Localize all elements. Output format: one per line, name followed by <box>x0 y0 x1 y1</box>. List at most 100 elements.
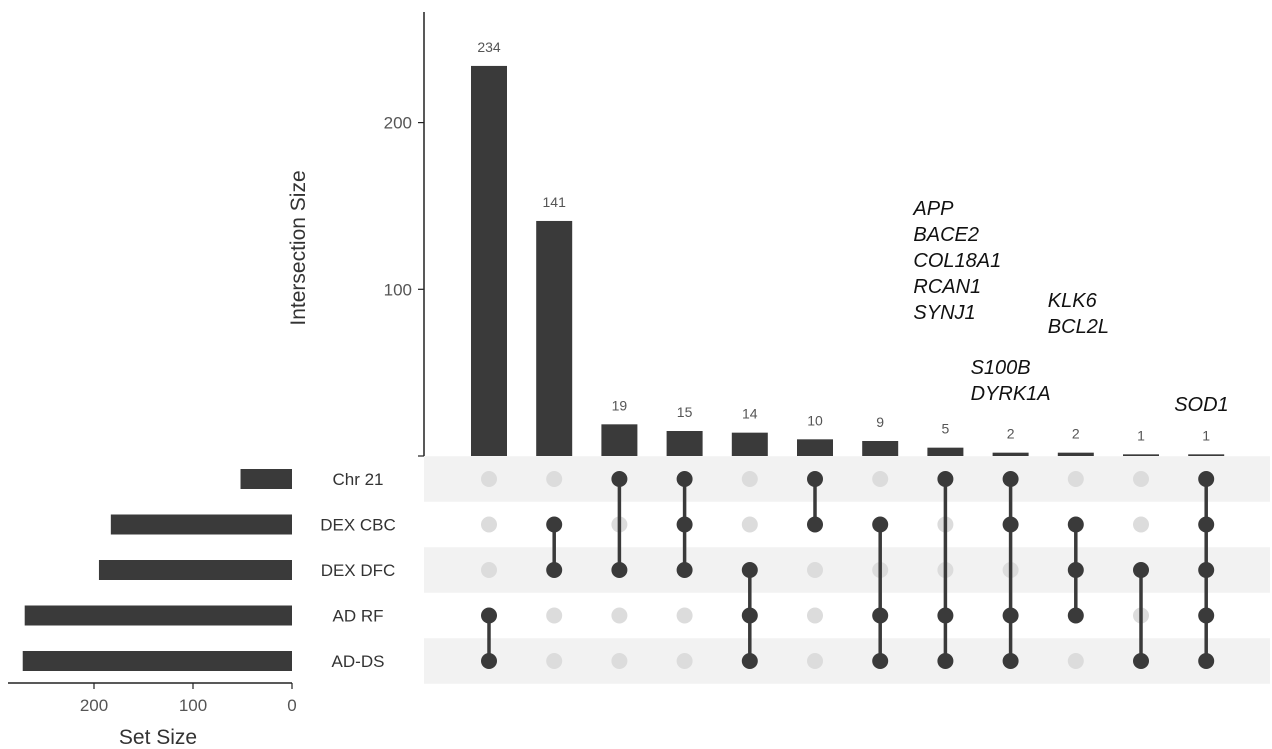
matrix-dot-inactive <box>1133 471 1149 487</box>
intersection-bar-label: 15 <box>677 404 693 420</box>
gene-annotation-label: S100B <box>971 357 1031 379</box>
matrix-stripe <box>424 456 1270 502</box>
gene-annotation-label: KLK6 <box>1048 290 1098 312</box>
gene-annotation-label: APP <box>912 198 954 220</box>
matrix-dot-inactive <box>611 607 628 624</box>
intersection-bar-label: 2 <box>1072 426 1080 442</box>
matrix-dot-active <box>546 562 563 578</box>
intersection-bar <box>601 424 638 456</box>
matrix-dot-active <box>611 471 628 487</box>
gene-annotation-label: BCL2L <box>1048 316 1109 338</box>
matrix-dot-inactive <box>546 653 563 669</box>
matrix-dot-active <box>741 607 758 624</box>
intersection-bar-label: 10 <box>807 412 823 428</box>
matrix-dot-active <box>937 653 954 669</box>
intersection-bar <box>1057 452 1094 456</box>
matrix-dot-active <box>1198 607 1215 624</box>
matrix-dot-inactive <box>807 562 823 578</box>
matrix-dot-active <box>741 653 758 669</box>
matrix-dot-inactive <box>676 607 693 624</box>
set-labels: Chr 21 DEX CBC DEX DFC AD RF AD-DS <box>320 470 396 671</box>
matrix-dot-active <box>1067 516 1084 533</box>
intersection-bar <box>1123 454 1159 456</box>
matrix-row-stripes <box>424 456 1270 684</box>
matrix-dot-active <box>1198 653 1215 669</box>
matrix-dot-inactive <box>481 516 497 533</box>
matrix-dot-active <box>676 562 693 578</box>
intersection-bar <box>666 430 703 456</box>
set-label: AD-DS <box>332 652 385 671</box>
matrix-dot-active <box>546 516 563 533</box>
intersection-bar-label: 9 <box>876 414 884 430</box>
gene-annotation-label: SYNJ1 <box>913 302 975 324</box>
matrix-dot-inactive <box>1067 653 1084 669</box>
matrix-dot-active <box>807 516 823 533</box>
set-size-bar <box>240 469 292 489</box>
matrix-dot-active <box>1133 562 1149 578</box>
matrix-dot-inactive <box>741 516 758 533</box>
matrix-dot-active <box>1198 562 1215 578</box>
intersection-bar-label: 1 <box>1137 427 1145 443</box>
matrix-dot-active <box>872 653 889 669</box>
set-size-bar <box>22 651 292 671</box>
matrix-dot-inactive <box>481 562 497 578</box>
gene-annotation-label: COL18A1 <box>913 250 1001 272</box>
y-axis-title: Intersection Size <box>287 170 310 325</box>
set-label: DEX CBC <box>320 516 396 535</box>
set-label: Chr 21 <box>332 470 383 489</box>
matrix-dot-active <box>676 516 693 533</box>
matrix-dot-active <box>481 653 497 669</box>
matrix-dot-inactive <box>872 471 889 487</box>
matrix-dot-inactive <box>807 607 823 624</box>
intersection-bar <box>927 447 964 456</box>
matrix-dot-active <box>872 516 889 533</box>
matrix-dot-inactive <box>1133 516 1149 533</box>
matrix-dot-inactive <box>481 471 497 487</box>
x-axis-tick-label: 200 <box>80 696 108 715</box>
matrix-dot-active <box>676 471 693 487</box>
intersection-bar-label: 14 <box>742 406 758 422</box>
intersection-bar-label: 5 <box>942 421 950 437</box>
y-axis-tick-label: 200 <box>384 114 412 133</box>
gene-annotations: APP BACE2 COL18A1 RCAN1 SYNJ1 S100B DYRK1A KLK6… <box>912 198 1228 416</box>
intersection-bar-label: 2 <box>1007 426 1015 442</box>
intersection-bar-label: 234 <box>477 39 501 55</box>
gene-annotation-label: SOD1 <box>1174 394 1228 416</box>
matrix-dot-active <box>1002 471 1019 487</box>
intersection-bar <box>862 440 899 456</box>
matrix-dot-active <box>1002 653 1019 669</box>
x-axis-tick-label: 0 <box>287 696 296 715</box>
matrix-dot-inactive <box>546 471 563 487</box>
intersection-bar <box>1188 454 1225 456</box>
matrix-dot-active <box>1002 516 1019 533</box>
set-size-bar <box>110 514 292 535</box>
x-axis-tick-label: 100 <box>179 696 207 715</box>
intersection-bar-label: 1 <box>1202 427 1210 443</box>
matrix-stripe <box>424 638 1270 684</box>
matrix-dot-active <box>937 471 954 487</box>
intersection-bars: 234 141 19 15 14 10 9 5 2 2 1 1 <box>471 39 1225 456</box>
set-size-bar <box>24 605 292 626</box>
x-axis-title: Set Size <box>119 726 197 749</box>
matrix-dot-inactive <box>741 471 758 487</box>
intersection-bar <box>797 439 833 456</box>
intersection-bar <box>536 220 573 456</box>
set-size-axis: 200 100 0 Set Size <box>8 682 297 749</box>
matrix-dot-inactive <box>807 653 823 669</box>
y-axis-tick-label: 100 <box>384 280 412 299</box>
matrix-dot-active <box>872 607 889 624</box>
intersection-bar <box>731 432 768 456</box>
set-label: DEX DFC <box>321 561 396 580</box>
matrix-dot-inactive <box>1067 471 1084 487</box>
set-size-bar <box>98 560 292 580</box>
matrix-dot-active <box>611 562 628 578</box>
matrix-dot-active <box>1002 607 1019 624</box>
gene-annotation-label: BACE2 <box>913 224 979 246</box>
matrix-dot-active <box>1067 562 1084 578</box>
matrix-dot-active <box>807 471 823 487</box>
matrix-dot-active <box>1198 516 1215 533</box>
intersection-bar <box>471 65 507 456</box>
gene-annotation-label: RCAN1 <box>913 276 981 298</box>
intersection-bar <box>992 452 1029 456</box>
